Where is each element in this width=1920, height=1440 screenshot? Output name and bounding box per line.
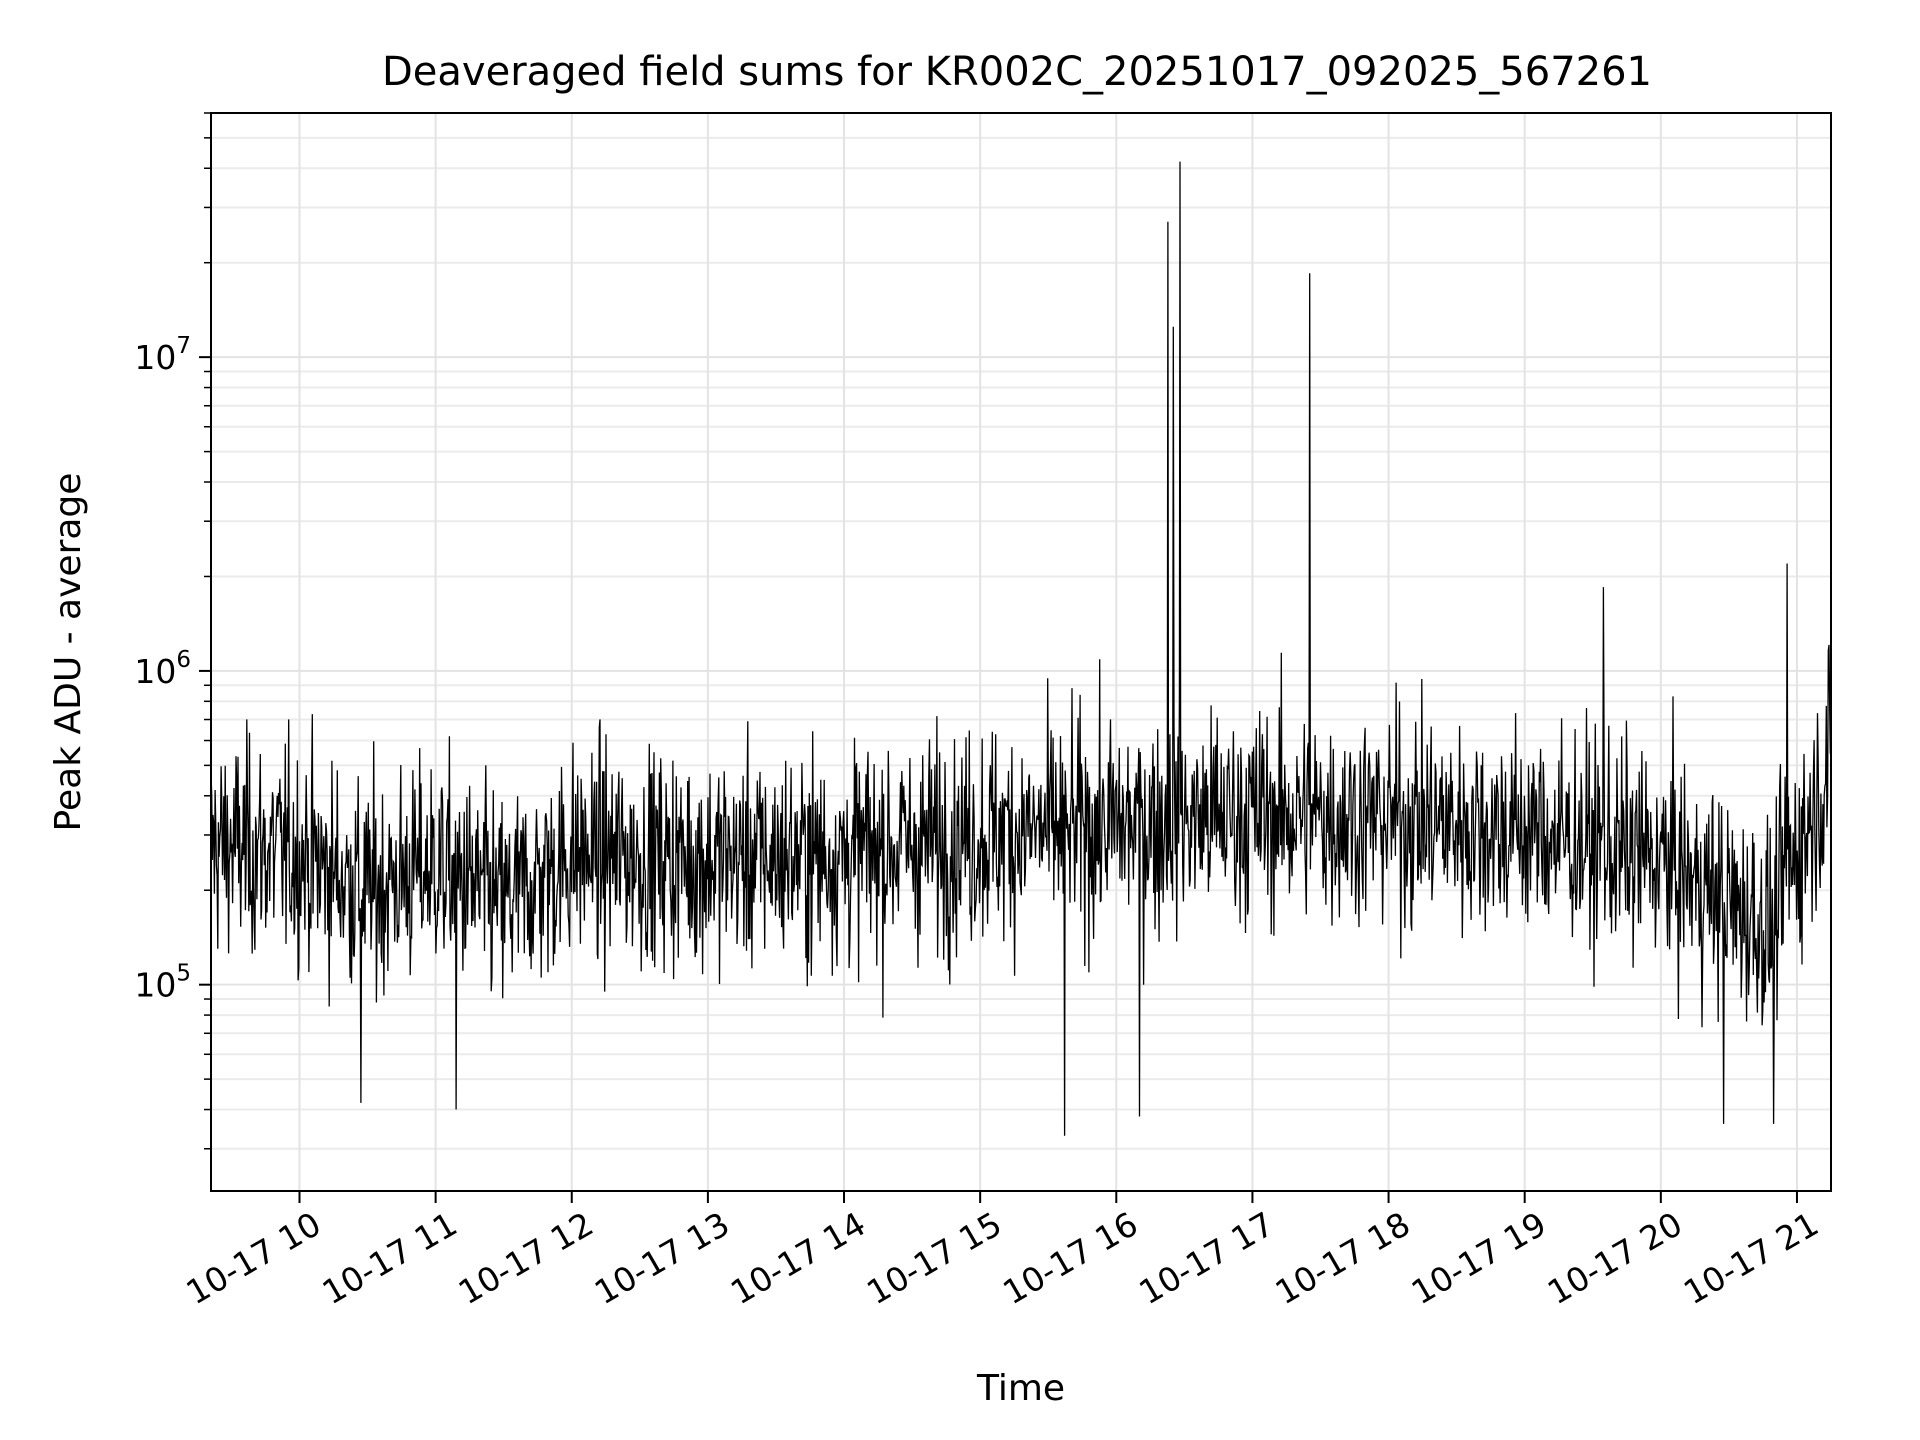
x-axis-label: Time xyxy=(976,1368,1065,1409)
y-axis-label: Peak ADU - average xyxy=(48,473,89,832)
x-tick-label: 10-17 17 xyxy=(1132,1204,1280,1312)
chart-title: Deaveraged field sums for KR002C_2025101… xyxy=(382,49,1652,95)
y-tick-label: 107 xyxy=(134,333,191,377)
x-tick-label: 10-17 20 xyxy=(1541,1204,1689,1312)
grid xyxy=(211,112,1831,1191)
series-line xyxy=(210,161,1832,1136)
x-tick-label: 10-17 10 xyxy=(179,1204,327,1312)
x-tick-label: 10-17 12 xyxy=(452,1204,600,1312)
y-axis: 105 106 107 xyxy=(134,112,211,1150)
y-tick-label: 106 xyxy=(134,647,191,691)
y-tick-label: 105 xyxy=(134,961,191,1005)
x-tick-label: 10-17 18 xyxy=(1269,1204,1417,1312)
x-tick-label: 10-17 15 xyxy=(860,1204,1008,1312)
x-tick-label: 10-17 19 xyxy=(1405,1204,1553,1312)
plot-frame xyxy=(210,112,1832,1192)
x-tick-label: 10-17 16 xyxy=(996,1204,1144,1312)
x-tick-label: 10-17 13 xyxy=(588,1204,736,1312)
x-tick-label: 10-17 11 xyxy=(316,1204,464,1312)
x-tick-label: 10-17 14 xyxy=(724,1204,872,1312)
series-group xyxy=(210,161,1832,1136)
x-tick-label: 10-17 21 xyxy=(1677,1204,1825,1312)
